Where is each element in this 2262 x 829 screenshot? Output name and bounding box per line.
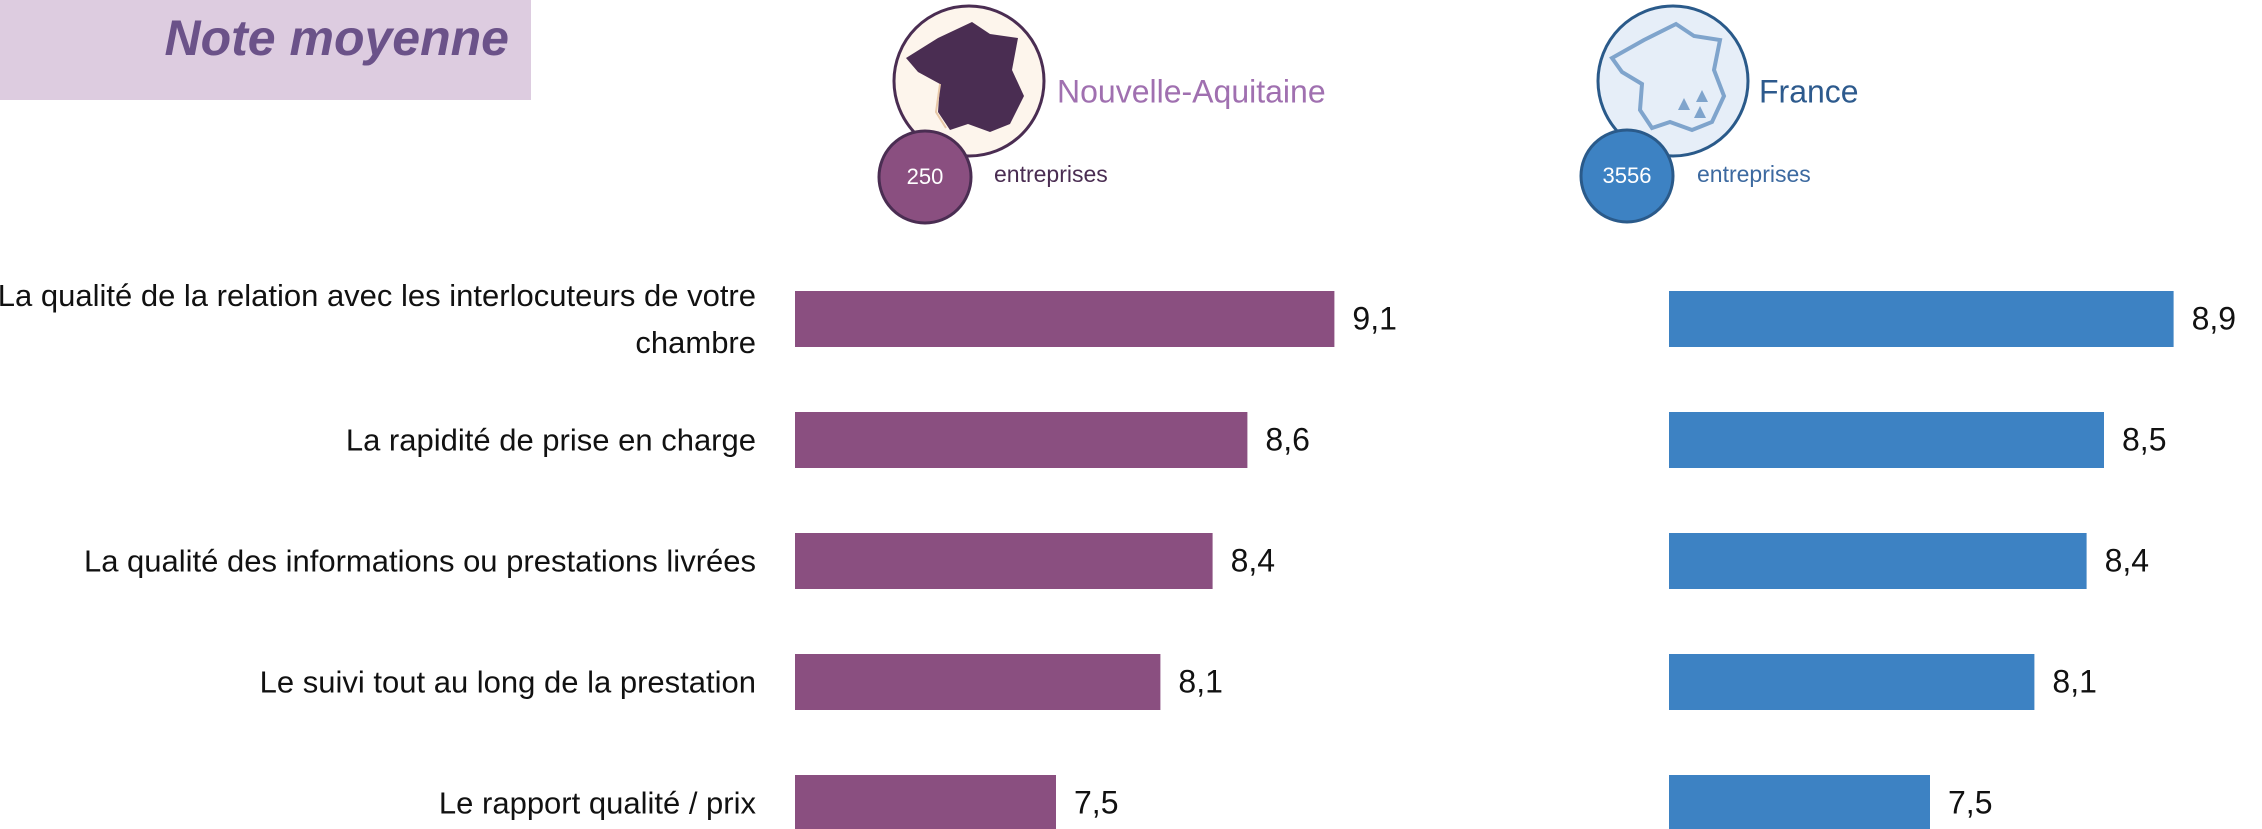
category-label: La rapidité de prise en charge	[345, 422, 756, 458]
value-label: 8,1	[2052, 663, 2096, 699]
bar	[1669, 775, 1930, 829]
value-label: 8,4	[1231, 542, 1275, 578]
legend-icon-region	[877, 4, 1046, 225]
title-box	[0, 0, 531, 100]
legend-label: Nouvelle-Aquitaine	[1057, 73, 1326, 109]
category-label: Le suivi tout au long de la prestation	[259, 664, 756, 700]
category-label: Le rapport qualité / prix	[438, 785, 756, 821]
count-label: 250	[907, 164, 944, 189]
value-label: 8,5	[2122, 421, 2166, 457]
value-label: 8,4	[2105, 542, 2149, 578]
category-label: La qualité de la relation avec les inter…	[0, 278, 756, 360]
bar	[1669, 412, 2104, 468]
category-label: La qualité des informations ou prestatio…	[83, 543, 756, 579]
value-label: 9,1	[1352, 300, 1396, 336]
bar	[1669, 533, 2087, 589]
chart-title: Note moyenne	[164, 10, 509, 66]
count-label: 3556	[1603, 163, 1652, 188]
value-label: 8,1	[1178, 663, 1222, 699]
value-label: 7,5	[1948, 784, 1992, 820]
bar	[1669, 291, 2174, 347]
count-unit: entreprises	[1697, 161, 1811, 187]
bar	[795, 775, 1056, 829]
bar	[795, 412, 1248, 468]
value-label: 7,5	[1074, 784, 1118, 820]
bar	[795, 291, 1335, 347]
bar	[795, 533, 1213, 589]
legend-label: France	[1759, 73, 1859, 109]
legend-icon-country	[1579, 4, 1750, 224]
bar	[795, 654, 1161, 710]
value-label: 8,6	[1265, 421, 1309, 457]
bar	[1669, 654, 2035, 710]
value-label: 8,9	[2192, 300, 2236, 336]
count-unit: entreprises	[994, 161, 1108, 187]
